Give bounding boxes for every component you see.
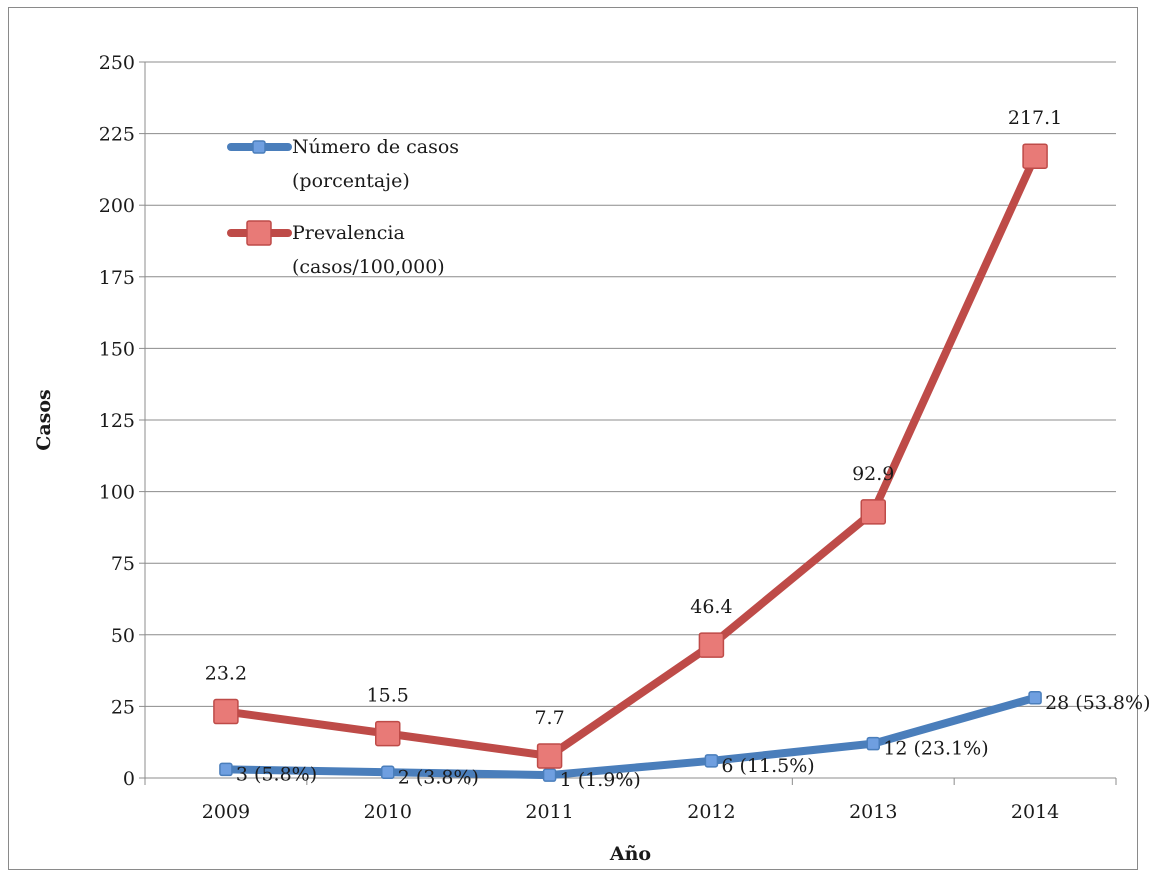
series-marker-1 [860, 499, 886, 525]
series-marker-1 [375, 720, 401, 747]
series-line-0 [221, 693, 1040, 780]
series-line-1 [221, 152, 1040, 760]
series-marker-0 [381, 765, 395, 780]
series-marker-0 [704, 754, 719, 768]
x-axis-ticks: 2009 2010 2011 2012 2013 2014 [144, 778, 1117, 823]
legend: Número de casos (porcentaje) Prevalencia (c… [227, 136, 459, 278]
y-tick-label: 100 [99, 482, 135, 504]
series-marker-1 [536, 743, 563, 769]
y-tick-label: 75 [111, 553, 135, 575]
series-marker-0 [542, 768, 557, 782]
x-tick-label: 2013 [849, 801, 897, 823]
x-axis-title: Año [609, 843, 651, 865]
series-marker-1 [698, 632, 725, 658]
x-tick-label: 2009 [202, 801, 250, 823]
y-tick-label: 225 [99, 124, 135, 146]
y-tick-label: 150 [99, 338, 135, 360]
y-tick-label: 50 [111, 625, 135, 647]
series-marker-0 [1028, 691, 1042, 705]
series-marker-1 [213, 698, 239, 725]
y-axis-ticks: 0 25 50 75 100 125 150 175 200 225 250 [99, 52, 145, 790]
series-layer [213, 143, 1048, 782]
chart-frame [8, 7, 1138, 870]
y-tick-label: 200 [99, 195, 135, 217]
y-tick-label: 125 [99, 410, 135, 432]
legend-marker-1 [246, 220, 272, 246]
legend-marker-0 [252, 140, 266, 154]
data-label-cases: 28 (53.8%) [1045, 692, 1149, 714]
y-axis-title: Casos [33, 389, 55, 451]
data-label-cases: 6 (11.5%) [721, 755, 814, 777]
series-marker-0 [219, 762, 233, 777]
data-label-prevalence: 46.4 [690, 596, 732, 618]
data-labels: 3 (5.8%) 2 (3.8%) 1 (1.9%) 6 (11.5%) 12 (23.… [205, 107, 1149, 791]
legend-label: (porcentaje) [292, 170, 410, 192]
data-label-cases: 12 (23.1%) [883, 738, 988, 760]
data-label-prevalence: 15.5 [367, 685, 409, 707]
legend-label: Prevalencia [292, 222, 405, 244]
legend-label: Número de casos [292, 136, 459, 158]
y-tick-label: 0 [123, 768, 135, 790]
x-tick-label: 2011 [525, 801, 573, 823]
y-tick-label: 250 [99, 52, 135, 74]
x-tick-label: 2014 [1011, 801, 1059, 823]
data-label-cases: 3 (5.8%) [236, 763, 317, 785]
series-marker-1 [1022, 143, 1048, 169]
data-label-prevalence: 23.2 [205, 663, 247, 685]
data-label-cases: 2 (3.8%) [398, 766, 479, 788]
data-label-prevalence: 7.7 [534, 707, 564, 729]
y-tick-label: 175 [99, 267, 135, 289]
x-tick-label: 2012 [687, 801, 735, 823]
y-tick-label: 25 [111, 696, 135, 718]
legend-label: (casos/100,000) [292, 256, 445, 278]
gridlines [145, 61, 1116, 707]
data-label-prevalence: 217.1 [1008, 107, 1062, 129]
series-marker-0 [866, 736, 880, 751]
data-label-prevalence: 92.9 [852, 463, 894, 485]
x-tick-label: 2010 [364, 801, 412, 823]
data-label-cases: 1 (1.9%) [560, 769, 641, 791]
